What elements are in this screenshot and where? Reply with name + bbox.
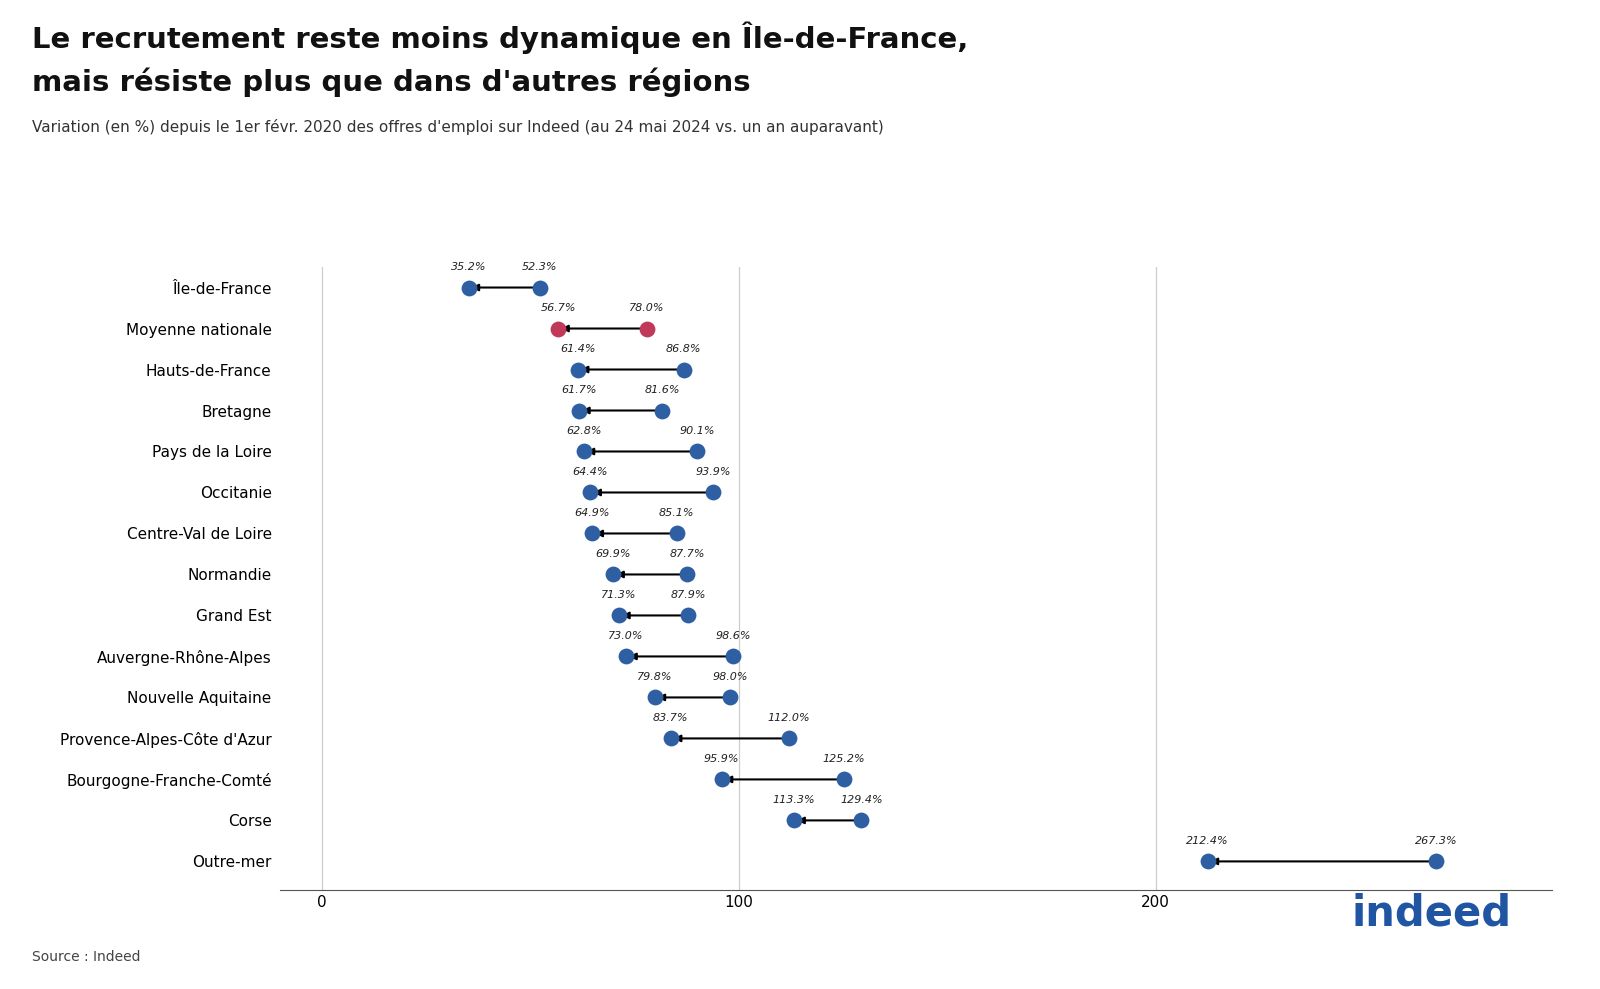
Point <box>685 444 710 460</box>
Text: indeed: indeed <box>1352 893 1512 935</box>
Point <box>830 771 856 787</box>
Point <box>1424 854 1450 869</box>
Point <box>600 567 626 583</box>
Text: Variation (en %) depuis le 1er févr. 2020 des offres d'emploi sur Indeed (au 24 : Variation (en %) depuis le 1er févr. 202… <box>32 119 883 135</box>
Text: 64.4%: 64.4% <box>573 467 608 477</box>
Text: 85.1%: 85.1% <box>659 508 694 518</box>
Text: 79.8%: 79.8% <box>637 672 672 681</box>
Point <box>565 362 590 378</box>
Point <box>675 607 701 623</box>
Text: 87.7%: 87.7% <box>670 549 706 559</box>
Text: 267.3%: 267.3% <box>1414 836 1458 846</box>
Text: 113.3%: 113.3% <box>773 795 816 805</box>
Point <box>579 525 605 541</box>
Text: Le recrutement reste moins dynamique en Île-de-France,: Le recrutement reste moins dynamique en … <box>32 22 968 54</box>
Text: 87.9%: 87.9% <box>670 589 706 600</box>
Text: mais résiste plus que dans d'autres régions: mais résiste plus que dans d'autres régi… <box>32 67 750 97</box>
Text: 83.7%: 83.7% <box>653 713 688 723</box>
Text: 73.0%: 73.0% <box>608 631 643 641</box>
Text: 98.6%: 98.6% <box>715 631 750 641</box>
Text: 61.7%: 61.7% <box>562 385 597 395</box>
Point <box>526 280 552 296</box>
Text: 112.0%: 112.0% <box>768 713 810 723</box>
Point <box>456 280 482 296</box>
Point <box>709 771 734 787</box>
Point <box>650 403 675 418</box>
Point <box>578 485 603 500</box>
Text: 95.9%: 95.9% <box>704 754 739 764</box>
Point <box>613 649 638 665</box>
Point <box>718 689 744 705</box>
Point <box>642 689 667 705</box>
Text: 61.4%: 61.4% <box>560 344 595 354</box>
Text: 86.8%: 86.8% <box>666 344 701 354</box>
Point <box>675 567 701 583</box>
Text: 56.7%: 56.7% <box>541 303 576 313</box>
Text: 35.2%: 35.2% <box>451 262 486 272</box>
Point <box>670 362 696 378</box>
Point <box>776 731 802 747</box>
Text: 125.2%: 125.2% <box>822 754 866 764</box>
Point <box>701 485 726 500</box>
Point <box>664 525 690 541</box>
Point <box>658 731 683 747</box>
Text: 78.0%: 78.0% <box>629 303 664 313</box>
Text: 52.3%: 52.3% <box>522 262 557 272</box>
Text: 64.9%: 64.9% <box>574 508 610 518</box>
Point <box>848 813 874 829</box>
Point <box>606 607 632 623</box>
Point <box>566 403 592 418</box>
Point <box>720 649 746 665</box>
Text: Source : Indeed: Source : Indeed <box>32 950 141 964</box>
Text: 129.4%: 129.4% <box>840 795 883 805</box>
Text: 212.4%: 212.4% <box>1186 836 1229 846</box>
Point <box>1195 854 1221 869</box>
Text: 90.1%: 90.1% <box>680 426 715 436</box>
Text: 69.9%: 69.9% <box>595 549 630 559</box>
Text: 81.6%: 81.6% <box>645 385 680 395</box>
Text: 93.9%: 93.9% <box>696 467 731 477</box>
Text: 71.3%: 71.3% <box>602 589 637 600</box>
Point <box>634 320 659 336</box>
Point <box>546 320 571 336</box>
Point <box>571 444 597 460</box>
Point <box>781 813 806 829</box>
Text: 98.0%: 98.0% <box>712 672 749 681</box>
Text: 62.8%: 62.8% <box>566 426 602 436</box>
